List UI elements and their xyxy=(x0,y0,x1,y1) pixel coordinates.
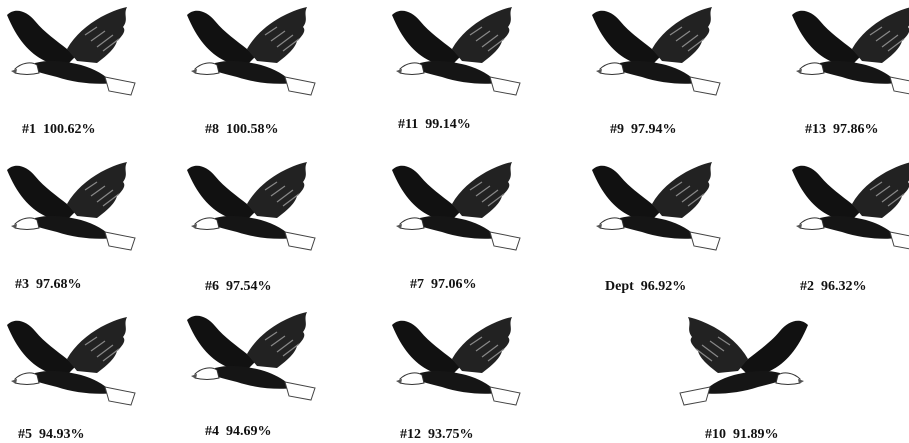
eagle-image xyxy=(592,7,720,95)
eagle-grid: #1 100.62% #8 100.58% #11 99.14% #9 97.94% #… xyxy=(0,0,909,443)
item-label: #12 93.75% xyxy=(400,427,474,442)
item-label: #4 94.69% xyxy=(205,424,272,439)
item-label: #5 94.93% xyxy=(18,427,85,442)
item-label: #9 97.94% xyxy=(610,122,677,137)
item-label: Dept 96.92% xyxy=(605,279,686,294)
eagle-image xyxy=(7,317,135,405)
item-label: #1 100.62% xyxy=(22,122,96,137)
eagle-image xyxy=(7,7,135,95)
eagle-image xyxy=(392,317,520,405)
eagle-image xyxy=(187,162,315,250)
item-label: #6 97.54% xyxy=(205,279,272,294)
eagle-image xyxy=(392,162,520,250)
item-label: #8 100.58% xyxy=(205,122,279,137)
item-label: #13 97.86% xyxy=(805,122,879,137)
eagle-image xyxy=(792,7,909,95)
item-label: #2 96.32% xyxy=(800,279,867,294)
item-label: #10 91.89% xyxy=(705,427,779,442)
eagle-image xyxy=(7,162,135,250)
eagle-image xyxy=(187,312,315,400)
eagle-image xyxy=(392,7,520,95)
item-label: #11 99.14% xyxy=(398,117,471,132)
eagle-image xyxy=(592,162,720,250)
item-label: #3 97.68% xyxy=(15,277,82,292)
eagle-image xyxy=(792,162,909,250)
eagle-image xyxy=(680,317,808,405)
item-label: #7 97.06% xyxy=(410,277,477,292)
eagle-image xyxy=(187,7,315,95)
